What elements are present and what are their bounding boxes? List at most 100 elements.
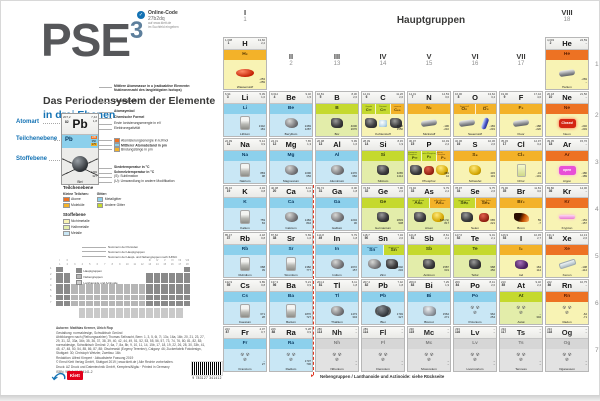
element-symbol: Bi [425, 281, 433, 290]
element-name: Radium [285, 366, 297, 371]
element-header: 40,08 20 Ca 6,11 1,0 [270, 186, 312, 198]
mass-and-number: 6,94 3 [225, 92, 231, 100]
mini-table-cell [153, 283, 161, 289]
element-symbol: Br [516, 187, 526, 196]
sample-mass-number: 207,2 82 [63, 115, 71, 124]
mini-table-cell [93, 289, 101, 295]
particle-segment: I₂ [500, 245, 542, 255]
mini-table-cell [63, 278, 71, 284]
element-symbol: Fl [379, 328, 387, 337]
period-number-5: 5 [595, 253, 599, 260]
ionization-electronegativity: 5,14 0,9 [259, 139, 265, 147]
mini-table-f-block-cell [161, 313, 168, 319]
legend-annotation: Mittlerer Atomabstand in pm [99, 142, 214, 148]
element-name: Argon [562, 178, 572, 183]
substance-photo-metal-lump [330, 259, 344, 269]
mini-table-cell [56, 295, 63, 300]
substance-photo-metal-lump [330, 212, 344, 222]
mass-and-number: 121,8 51 [409, 233, 416, 241]
particle-band: Be [270, 104, 312, 114]
mass-and-number: 74,92 33 [409, 186, 416, 194]
legend-color-swatch [76, 268, 82, 273]
element-header: 19,00 9 F 17,42 4,0 [500, 92, 542, 104]
boiling-melting-temperatures: 1484 842 [304, 218, 311, 226]
element-name: Kalium [240, 225, 250, 230]
element-cell-P: 30,97 15 P 10,49 2,2 schwarzer Phosphor P∞ rote… [407, 138, 451, 184]
particle-formula: Fl [380, 340, 386, 346]
substance-view: 2470 660 Aluminium [316, 161, 358, 183]
mini-group-iupac: 17 [178, 262, 182, 266]
element-name: Selen [471, 225, 479, 230]
substance-photo-metal-vial [240, 163, 250, 177]
boiling-melting-temperatures: 1749 327 [396, 312, 403, 320]
substance-view: 59 -7 Brom [500, 208, 542, 230]
connector-line [49, 160, 60, 161]
element-header: 30,97 15 P 10,49 2,2 [408, 139, 450, 151]
boiling-melting-temperatures: 685 221 [490, 218, 495, 226]
element-name: Brom [517, 225, 525, 230]
mini-table-f-block-cell [123, 307, 131, 313]
radioactive-icon: ☢ ☢ ☢ [516, 352, 526, 362]
element-header: 126,9 53 I 10,45 2,7 [500, 233, 542, 245]
mini-table-cell [131, 300, 138, 306]
particle-band: In [316, 245, 358, 255]
radioactive-icon: ☢ ☢ ☢ [240, 352, 250, 362]
particle-formula: As₄ [435, 200, 444, 206]
particle-segment: Sauerstoff O₂ [454, 104, 476, 114]
particle-band: F₂ [500, 104, 542, 114]
klett-logo-icon: ⤺ [51, 368, 65, 383]
mini-table-cell [93, 283, 101, 289]
ionization-electronegativity: 10,75– [580, 280, 587, 288]
element-cell-Cl: 35,45 17 Cl 12,97 3,2 Cl₂ -34 -101 Chlor [499, 138, 543, 184]
particle-formula: K [243, 199, 247, 205]
mini-table-cell [101, 295, 108, 300]
online-code-value: 27b2dq [148, 16, 165, 22]
substance-photo-diamond [379, 119, 387, 127]
group-number-iupac: 2 [289, 61, 293, 68]
substance-view: 1870 727 Barium [270, 302, 312, 324]
element-name: Caesium [238, 319, 252, 324]
mass-and-number: 40,08 20 [271, 186, 278, 194]
legend-item-label: Hauptgruppen [83, 268, 102, 273]
mass-and-number: 22,99 11 [225, 139, 232, 147]
substance-view: 1382 777 Strontium [270, 255, 312, 277]
legend-item: Andere Gitter [96, 202, 125, 208]
particle-band: Kr [546, 198, 588, 208]
mini-table-f-block-cell [146, 313, 153, 319]
allotrope-note: Sauerstoff [459, 105, 469, 108]
ionization-electronegativity: 15,76– [580, 139, 587, 147]
particle-formula: Cs [241, 293, 249, 299]
mini-table-cell [168, 272, 176, 278]
ionization-electronegativity: 7,29 1,9 [443, 280, 449, 288]
legend-item-label: Moleküle [71, 203, 85, 208]
particle-formula: Pb [379, 293, 387, 299]
boiling-melting-temperatures: 616 (S) 817 [439, 218, 449, 226]
particle-legend: Teilchenebene Kleine Teilchen: Atome Molek… [63, 185, 173, 209]
boiling-melting-temperatures: 1737 700 [304, 359, 311, 367]
barcode-number: 9 783127 341412 [192, 376, 222, 380]
sample-particle-band: Pb 195 350 175 [62, 135, 98, 148]
substance-view: ☢ ☢ ☢ – – Tenness [500, 349, 542, 371]
element-cell-Sr: 87,62 38 Sr 5,69 1,0 Sr 1382 777 Strontium [269, 232, 313, 278]
mini-table-cell [168, 283, 176, 289]
substance-view: 759 63 Kalium [224, 208, 266, 230]
mini-periodic-table: Nummern der Perioden Nummern der Hauptgru… [48, 245, 208, 325]
element-symbol: Sb [424, 234, 434, 243]
mini-table-cell [131, 283, 138, 289]
particle-band: Na [224, 151, 266, 161]
substance-view: 2204 30 Gallium [316, 208, 358, 230]
substance-photo-yellow-solid [432, 212, 444, 222]
allotrope-note: Graphit [365, 106, 372, 108]
ionization-electronegativity: 21,56– [580, 92, 587, 100]
element-name: Sauerstoff [467, 131, 483, 136]
ionization-electronegativity: 14,53 3,0 [442, 92, 449, 100]
element-header: 28,09 14 Si 8,15 1,9 [362, 139, 404, 151]
mini-table-cell [176, 289, 183, 295]
particle-formula: C₆₀ [394, 107, 401, 112]
boiling-melting-temperatures: 2469 1287 [304, 124, 311, 132]
boiling-melting-temperatures: 445 119 [490, 171, 495, 179]
mini-period-number: 6 [50, 295, 52, 298]
particle-band: Graphit C∞ Diamant C∞ Fulleren C₆₀ [362, 104, 404, 114]
legend-item-label: Andere Gitter [104, 203, 125, 208]
boiling-melting-temperatures: –302 [536, 312, 541, 320]
